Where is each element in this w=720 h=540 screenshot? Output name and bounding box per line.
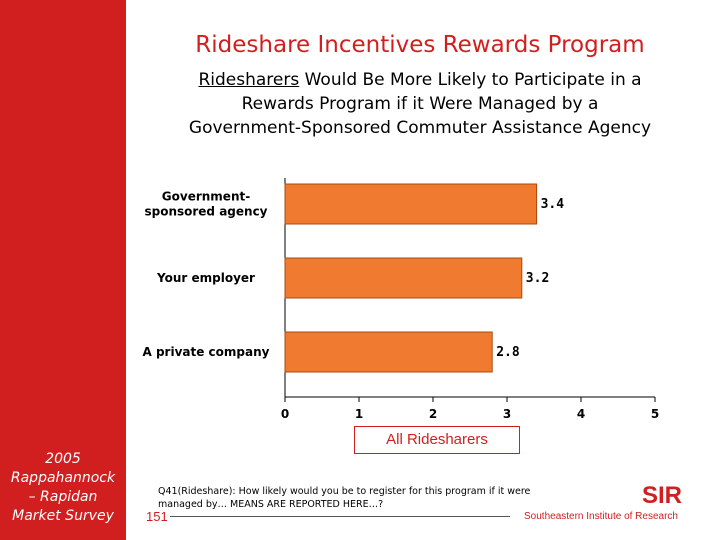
subtitle-underlined-word: Ridesharers <box>198 70 300 90</box>
survey-caption: 2005 Rappahannock – Rapidan Market Surve… <box>0 450 126 526</box>
category-label: Your employer <box>156 271 255 285</box>
legend-box: All Ridesharers <box>354 426 520 454</box>
survey-caption-line-3: – Rapidan <box>28 489 98 505</box>
bar-value-label: 3.4 <box>541 197 565 212</box>
legend-label: All Ridesharers <box>386 431 488 448</box>
page-subtitle: Ridesharers Would Be More Likely to Part… <box>140 68 700 140</box>
x-tick-label: 1 <box>355 407 363 421</box>
bar-value-label: 3.2 <box>526 271 549 286</box>
bar-chart: 0 1 2 3 4 5 3.4 Government-sponsored agency 3.2 Y… <box>140 170 700 424</box>
survey-caption-line-2: Rappahannock <box>10 470 116 486</box>
x-tick-label: 0 <box>281 407 289 421</box>
page-number: 151 <box>146 509 168 524</box>
bar-value-label: 2.8 <box>496 345 520 360</box>
x-tick-label: 3 <box>503 407 511 421</box>
sir-logo-mark: SIR <box>642 482 682 509</box>
subtitle-line-3: Government-Sponsored Commuter Assistance… <box>188 118 652 138</box>
survey-caption-line-4: Market Survey <box>12 508 114 524</box>
footnote-line-2: managed by… MEANS ARE REPORTED HERE…? <box>158 499 384 510</box>
subtitle-line-1-rest: Would Be More Likely to Participate in a <box>299 70 642 90</box>
category-label: sponsored agency <box>144 205 267 219</box>
survey-caption-line-1: 2005 <box>45 451 81 467</box>
organization-name: Southeastern Institute of Research <box>524 511 678 522</box>
footer-divider <box>170 516 510 517</box>
category-label: Government- <box>162 190 250 204</box>
sidebar-panel: 2005 Rappahannock – Rapidan Market Surve… <box>0 0 126 540</box>
x-tick-label: 2 <box>429 407 437 421</box>
footnote-line-1: Q41(Rideshare): How likely would you be … <box>158 486 531 497</box>
subtitle-line-1: Ridesharers Would Be More Likely to Part… <box>140 68 700 92</box>
bar <box>284 257 523 299</box>
x-tick-label: 4 <box>577 407 585 421</box>
bar-chart-svg: 0 1 2 3 4 5 3.4 Government-sponsored agency 3.2 Y… <box>143 178 659 421</box>
sir-logo: SIR <box>636 480 688 512</box>
bar <box>284 331 493 373</box>
subtitle-line-2: Rewards Program if it Were Managed by a <box>241 94 599 114</box>
question-footnote: Q41(Rideshare): How likely would you be … <box>158 485 598 511</box>
bar <box>284 183 538 225</box>
page-title: Rideshare Incentives Rewards Program <box>195 32 645 58</box>
category-label: A private company <box>143 345 270 359</box>
sir-logo-lettering: SIR <box>642 482 682 508</box>
x-tick-label: 5 <box>651 407 659 421</box>
